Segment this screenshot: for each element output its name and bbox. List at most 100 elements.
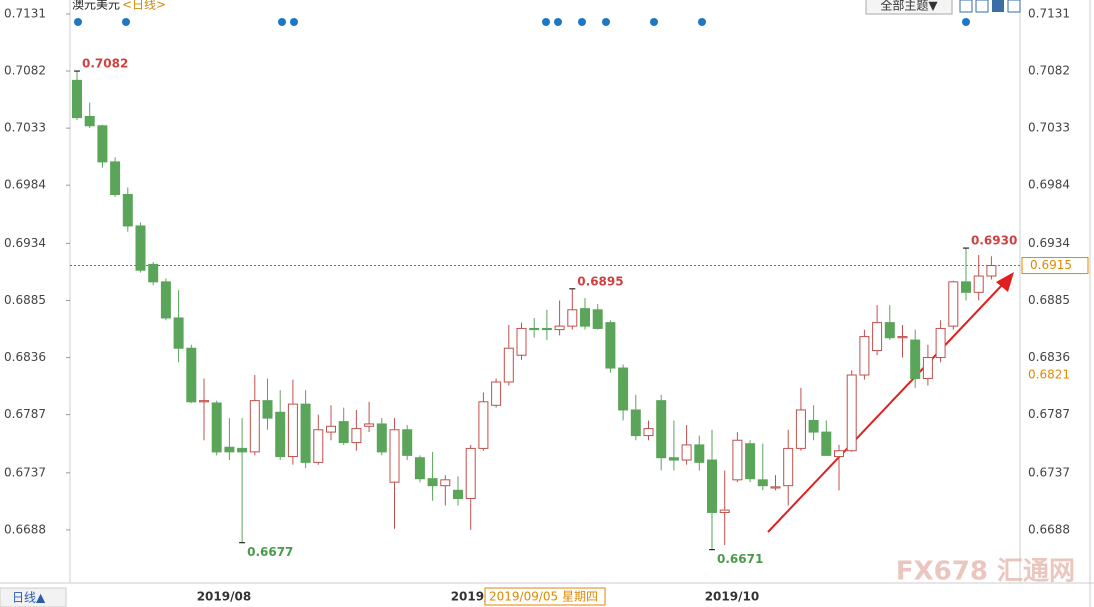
candle-body bbox=[351, 428, 362, 444]
candle-body bbox=[135, 225, 146, 271]
tool-icon[interactable] bbox=[1007, 0, 1021, 13]
y-tick-label: 0.6737 bbox=[4, 465, 46, 479]
event-dot[interactable] bbox=[74, 18, 82, 26]
candle-body bbox=[618, 367, 629, 411]
tool-icon[interactable] bbox=[959, 0, 973, 13]
extreme-label: 0.6930 bbox=[971, 234, 1017, 248]
candle-body bbox=[427, 478, 438, 487]
event-dot[interactable] bbox=[554, 18, 562, 26]
extreme-label: 0.6671 bbox=[717, 552, 763, 566]
y-tick-label: 0.7033 bbox=[4, 121, 46, 135]
candle-body bbox=[440, 479, 451, 487]
candle-body bbox=[783, 447, 794, 487]
last-price-box bbox=[1021, 257, 1089, 275]
candle-body bbox=[173, 317, 184, 349]
candle-body bbox=[262, 400, 273, 419]
event-dot[interactable] bbox=[278, 18, 286, 26]
y2-tick-label: 0.6836 bbox=[1028, 350, 1070, 364]
tool-icon[interactable] bbox=[975, 0, 989, 13]
candle-body bbox=[275, 411, 286, 458]
x-tick-label: 2019/( bbox=[451, 590, 494, 604]
event-dot[interactable] bbox=[122, 18, 130, 26]
y2-tick-label: 0.6885 bbox=[1028, 293, 1070, 307]
candle-body bbox=[948, 281, 959, 327]
y2-tick-label: 0.7082 bbox=[1028, 64, 1070, 78]
candle-body bbox=[973, 275, 984, 293]
candle-body bbox=[326, 425, 336, 433]
event-dot[interactable] bbox=[602, 18, 610, 26]
period-button[interactable] bbox=[0, 587, 67, 607]
candle-body bbox=[249, 400, 260, 453]
tool-icon[interactable] bbox=[992, 0, 1004, 12]
event-dot[interactable] bbox=[650, 18, 658, 26]
trend-arrow bbox=[767, 282, 1005, 533]
candle-body bbox=[376, 423, 387, 453]
candle-body bbox=[910, 339, 921, 380]
candle-body bbox=[732, 439, 743, 481]
y-tick-label: 0.6688 bbox=[4, 522, 46, 536]
candle-body bbox=[554, 325, 565, 331]
candle-body bbox=[884, 322, 895, 339]
candle-body bbox=[808, 419, 819, 433]
y2-tick-label: 0.6787 bbox=[1028, 407, 1070, 421]
candle-body bbox=[110, 161, 121, 195]
event-dot[interactable] bbox=[962, 18, 970, 26]
event-dot[interactable] bbox=[698, 18, 706, 26]
event-markers[interactable] bbox=[74, 18, 970, 26]
x-tick-label: 2019/08 bbox=[197, 590, 251, 604]
event-dot[interactable] bbox=[578, 18, 586, 26]
theme-button-text[interactable]: 全部主题▼ bbox=[880, 0, 938, 13]
last-price-label: 0.6915 bbox=[1030, 258, 1072, 272]
candle-body bbox=[707, 459, 717, 513]
candle-body bbox=[757, 479, 768, 487]
y-tick-label: 0.7131 bbox=[4, 6, 46, 20]
candle-body bbox=[503, 347, 514, 383]
candle-body bbox=[580, 308, 590, 327]
extreme-label: 0.7082 bbox=[82, 57, 128, 71]
candle-body bbox=[529, 327, 540, 331]
candle-body bbox=[389, 429, 400, 483]
event-dot[interactable] bbox=[542, 18, 550, 26]
candle-body bbox=[668, 457, 679, 461]
period-button-text[interactable]: 日线▲ bbox=[12, 591, 46, 605]
candle-body bbox=[541, 327, 552, 331]
candle-body bbox=[491, 381, 502, 406]
y2-tick-label: 0.7033 bbox=[1028, 121, 1070, 135]
crosshair-label: 2019/09/05 星期四 bbox=[489, 590, 598, 604]
candle-body bbox=[211, 402, 222, 453]
y2-tick-label: 0.6688 bbox=[1028, 522, 1070, 536]
candle-body bbox=[681, 444, 692, 461]
candle-body bbox=[719, 509, 730, 513]
candle-body bbox=[897, 336, 908, 339]
candle-body bbox=[922, 357, 933, 380]
theme-button[interactable] bbox=[865, 0, 953, 15]
candle-body bbox=[453, 489, 463, 499]
chart-title: 澳元美元 bbox=[72, 0, 120, 12]
extreme-label: 0.6895 bbox=[577, 274, 623, 288]
y-tick-label: 0.6836 bbox=[4, 350, 46, 364]
event-dot[interactable] bbox=[290, 18, 298, 26]
candle-body bbox=[160, 281, 171, 319]
candle-body bbox=[935, 327, 946, 359]
y-tick-label: 0.7082 bbox=[4, 64, 46, 78]
candle-body bbox=[465, 447, 476, 499]
candle-body bbox=[592, 309, 603, 329]
candle-body bbox=[224, 446, 235, 453]
candle-body bbox=[630, 409, 641, 437]
candle-body bbox=[402, 429, 413, 456]
candle-body bbox=[122, 193, 133, 227]
candle-body bbox=[961, 281, 971, 293]
candle-body bbox=[97, 125, 108, 163]
y-tick-label: 0.6787 bbox=[4, 407, 46, 421]
candle-body bbox=[656, 400, 667, 459]
toolbar-icons[interactable] bbox=[959, 0, 1021, 13]
y2-tick-label: 0.7131 bbox=[1028, 6, 1070, 20]
candle-body bbox=[846, 374, 857, 452]
candle-body bbox=[694, 444, 705, 463]
candle-body bbox=[84, 115, 95, 127]
candle-body bbox=[199, 400, 209, 403]
candle-body bbox=[643, 428, 654, 437]
x-tick-label: 2019/10 bbox=[705, 590, 759, 604]
